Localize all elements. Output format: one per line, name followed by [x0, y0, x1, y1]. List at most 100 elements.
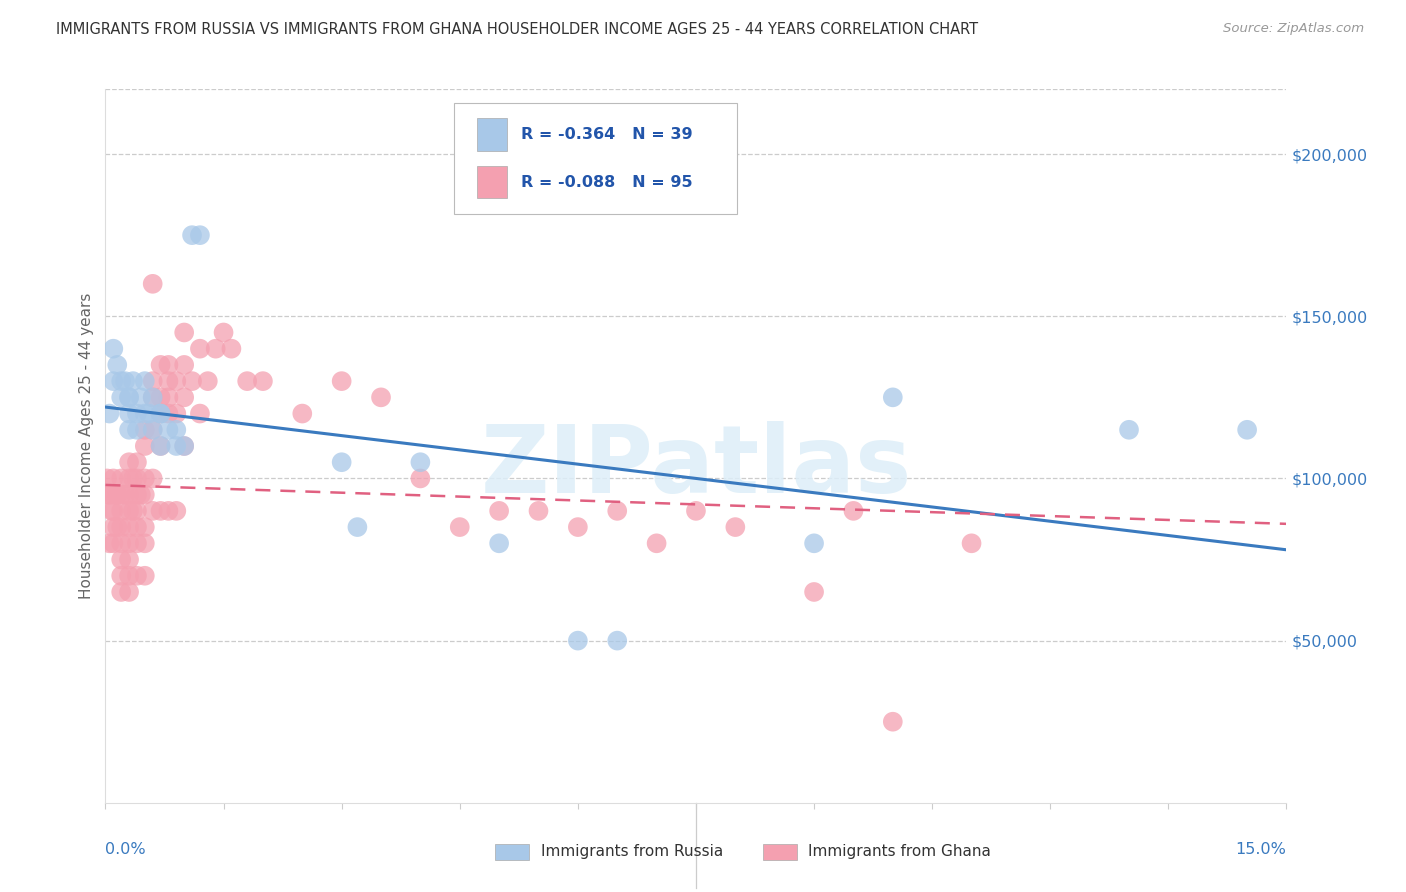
- Point: [173, 439, 195, 453]
- Point: [188, 228, 211, 243]
- Point: [138, 407, 160, 421]
- Point: [1118, 423, 1140, 437]
- Point: [110, 390, 132, 404]
- Point: [960, 536, 983, 550]
- Point: [110, 471, 132, 485]
- Point: [142, 374, 165, 388]
- Text: Source: ZipAtlas.com: Source: ZipAtlas.com: [1223, 22, 1364, 36]
- Point: [105, 358, 128, 372]
- Point: [165, 374, 187, 388]
- Point: [157, 504, 180, 518]
- Point: [803, 585, 825, 599]
- Point: [125, 568, 148, 582]
- Point: [149, 390, 172, 404]
- Point: [125, 455, 148, 469]
- Point: [157, 358, 180, 372]
- Text: Immigrants from Russia: Immigrants from Russia: [541, 845, 724, 859]
- Point: [118, 504, 141, 518]
- Point: [125, 520, 148, 534]
- Point: [125, 488, 148, 502]
- Point: [197, 374, 219, 388]
- Point: [252, 374, 274, 388]
- Point: [142, 471, 165, 485]
- Point: [409, 455, 432, 469]
- Point: [103, 520, 125, 534]
- Point: [134, 407, 156, 421]
- Point: [685, 504, 707, 518]
- Point: [142, 423, 165, 437]
- Point: [181, 374, 204, 388]
- Point: [105, 488, 128, 502]
- Point: [842, 504, 865, 518]
- Point: [103, 536, 125, 550]
- Point: [125, 423, 148, 437]
- Point: [125, 407, 148, 421]
- Point: [165, 504, 187, 518]
- Point: [882, 714, 904, 729]
- Point: [118, 423, 141, 437]
- Point: [122, 374, 145, 388]
- Point: [488, 504, 510, 518]
- Point: [149, 439, 172, 453]
- Point: [103, 342, 125, 356]
- Point: [134, 374, 156, 388]
- Point: [122, 504, 145, 518]
- Point: [134, 520, 156, 534]
- Point: [165, 407, 187, 421]
- Point: [122, 471, 145, 485]
- Point: [105, 520, 128, 534]
- Point: [567, 520, 589, 534]
- Point: [103, 504, 125, 518]
- Point: [118, 390, 141, 404]
- Point: [110, 520, 132, 534]
- Point: [724, 520, 747, 534]
- Y-axis label: Householder Income Ages 25 - 44 years: Householder Income Ages 25 - 44 years: [79, 293, 94, 599]
- Point: [118, 568, 141, 582]
- Point: [110, 536, 132, 550]
- Point: [129, 488, 152, 502]
- Point: [149, 439, 172, 453]
- Point: [98, 407, 121, 421]
- Point: [149, 407, 172, 421]
- Point: [803, 536, 825, 550]
- Point: [114, 374, 136, 388]
- Point: [173, 326, 195, 340]
- Point: [100, 504, 122, 518]
- Point: [142, 277, 165, 291]
- Point: [527, 504, 550, 518]
- Point: [221, 342, 243, 356]
- Point: [882, 390, 904, 404]
- Point: [118, 471, 141, 485]
- Point: [142, 390, 165, 404]
- Point: [165, 439, 187, 453]
- Point: [567, 633, 589, 648]
- Point: [110, 488, 132, 502]
- Point: [114, 488, 136, 502]
- Point: [157, 423, 180, 437]
- Point: [165, 423, 187, 437]
- Point: [110, 552, 132, 566]
- FancyBboxPatch shape: [478, 166, 508, 198]
- Point: [103, 374, 125, 388]
- Point: [118, 552, 141, 566]
- Point: [157, 390, 180, 404]
- Point: [409, 471, 432, 485]
- Point: [488, 536, 510, 550]
- Point: [129, 390, 152, 404]
- Text: Immigrants from Ghana: Immigrants from Ghana: [808, 845, 991, 859]
- Point: [118, 488, 141, 502]
- Text: 0.0%: 0.0%: [105, 842, 146, 857]
- Point: [142, 504, 165, 518]
- Point: [142, 390, 165, 404]
- Text: IMMIGRANTS FROM RUSSIA VS IMMIGRANTS FROM GHANA HOUSEHOLDER INCOME AGES 25 - 44 : IMMIGRANTS FROM RUSSIA VS IMMIGRANTS FRO…: [56, 22, 979, 37]
- Point: [125, 471, 148, 485]
- Point: [449, 520, 471, 534]
- Point: [97, 488, 120, 502]
- Point: [1236, 423, 1258, 437]
- Text: R = -0.088   N = 95: R = -0.088 N = 95: [522, 175, 693, 190]
- Point: [134, 488, 156, 502]
- Point: [118, 520, 141, 534]
- Point: [142, 423, 165, 437]
- Point: [118, 536, 141, 550]
- Point: [134, 471, 156, 485]
